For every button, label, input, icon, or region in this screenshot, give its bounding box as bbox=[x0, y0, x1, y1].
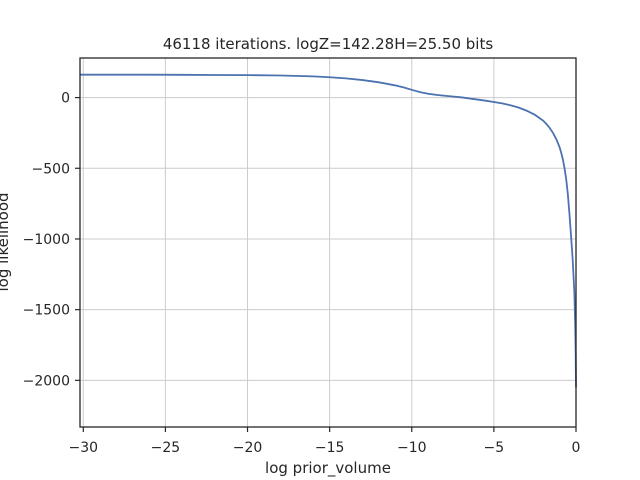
x-tick-label: −30 bbox=[69, 440, 99, 456]
x-tick-label: 0 bbox=[572, 440, 581, 456]
y-tick-label: −2000 bbox=[23, 373, 70, 389]
x-tick-label: −25 bbox=[151, 440, 181, 456]
y-tick-label: −500 bbox=[32, 161, 70, 177]
series-line bbox=[80, 73, 577, 388]
chart-title: 46118 iterations. logZ=142.28H=25.50 bit… bbox=[163, 35, 494, 53]
x-tick-label: −20 bbox=[233, 440, 263, 456]
x-tick-label: −5 bbox=[484, 440, 505, 456]
series-layer bbox=[80, 73, 577, 388]
y-tick-label: 0 bbox=[61, 91, 70, 107]
x-axis-label: log prior_volume bbox=[265, 459, 391, 478]
y-tick-label: −1500 bbox=[23, 303, 70, 319]
plot-frame bbox=[79, 57, 577, 428]
y-tick-label: −1000 bbox=[23, 232, 70, 248]
x-tick-label: −10 bbox=[397, 440, 427, 456]
grid-layer bbox=[80, 58, 577, 427]
x-tick-label: −15 bbox=[315, 440, 345, 456]
tick-layer: −30 −25 −20 −15 −10 −5 00−500−1000−1500−2000 bbox=[23, 91, 581, 456]
y-axis-label: log likelihood bbox=[0, 192, 12, 291]
